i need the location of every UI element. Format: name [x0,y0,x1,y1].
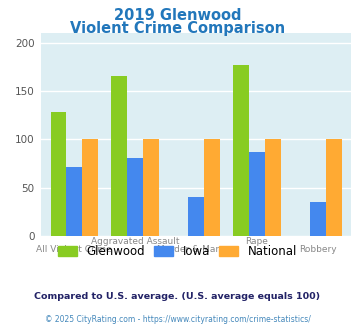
Text: Compared to U.S. average. (U.S. average equals 100): Compared to U.S. average. (U.S. average … [34,292,321,301]
Bar [127,158,143,236]
Bar [50,112,66,236]
Text: Aggravated Assault: Aggravated Assault [91,237,180,246]
Bar [66,167,82,236]
Bar [265,139,281,236]
Text: Murder & Mans...: Murder & Mans... [158,245,235,254]
Bar [143,139,159,236]
Bar [188,197,204,236]
Legend: Glenwood, Iowa, National: Glenwood, Iowa, National [53,241,302,263]
Text: © 2025 CityRating.com - https://www.cityrating.com/crime-statistics/: © 2025 CityRating.com - https://www.city… [45,315,310,324]
Text: Rape: Rape [246,237,268,246]
Text: Robbery: Robbery [299,245,337,254]
Text: All Violent Crime: All Violent Crime [37,245,112,254]
Text: 2019 Glenwood: 2019 Glenwood [114,8,241,23]
Bar [326,139,342,236]
Bar [233,65,249,236]
Bar [204,139,220,236]
Bar [249,152,265,236]
Text: Violent Crime Comparison: Violent Crime Comparison [70,21,285,36]
Bar [310,202,326,236]
Bar [111,77,127,236]
Bar [82,139,98,236]
